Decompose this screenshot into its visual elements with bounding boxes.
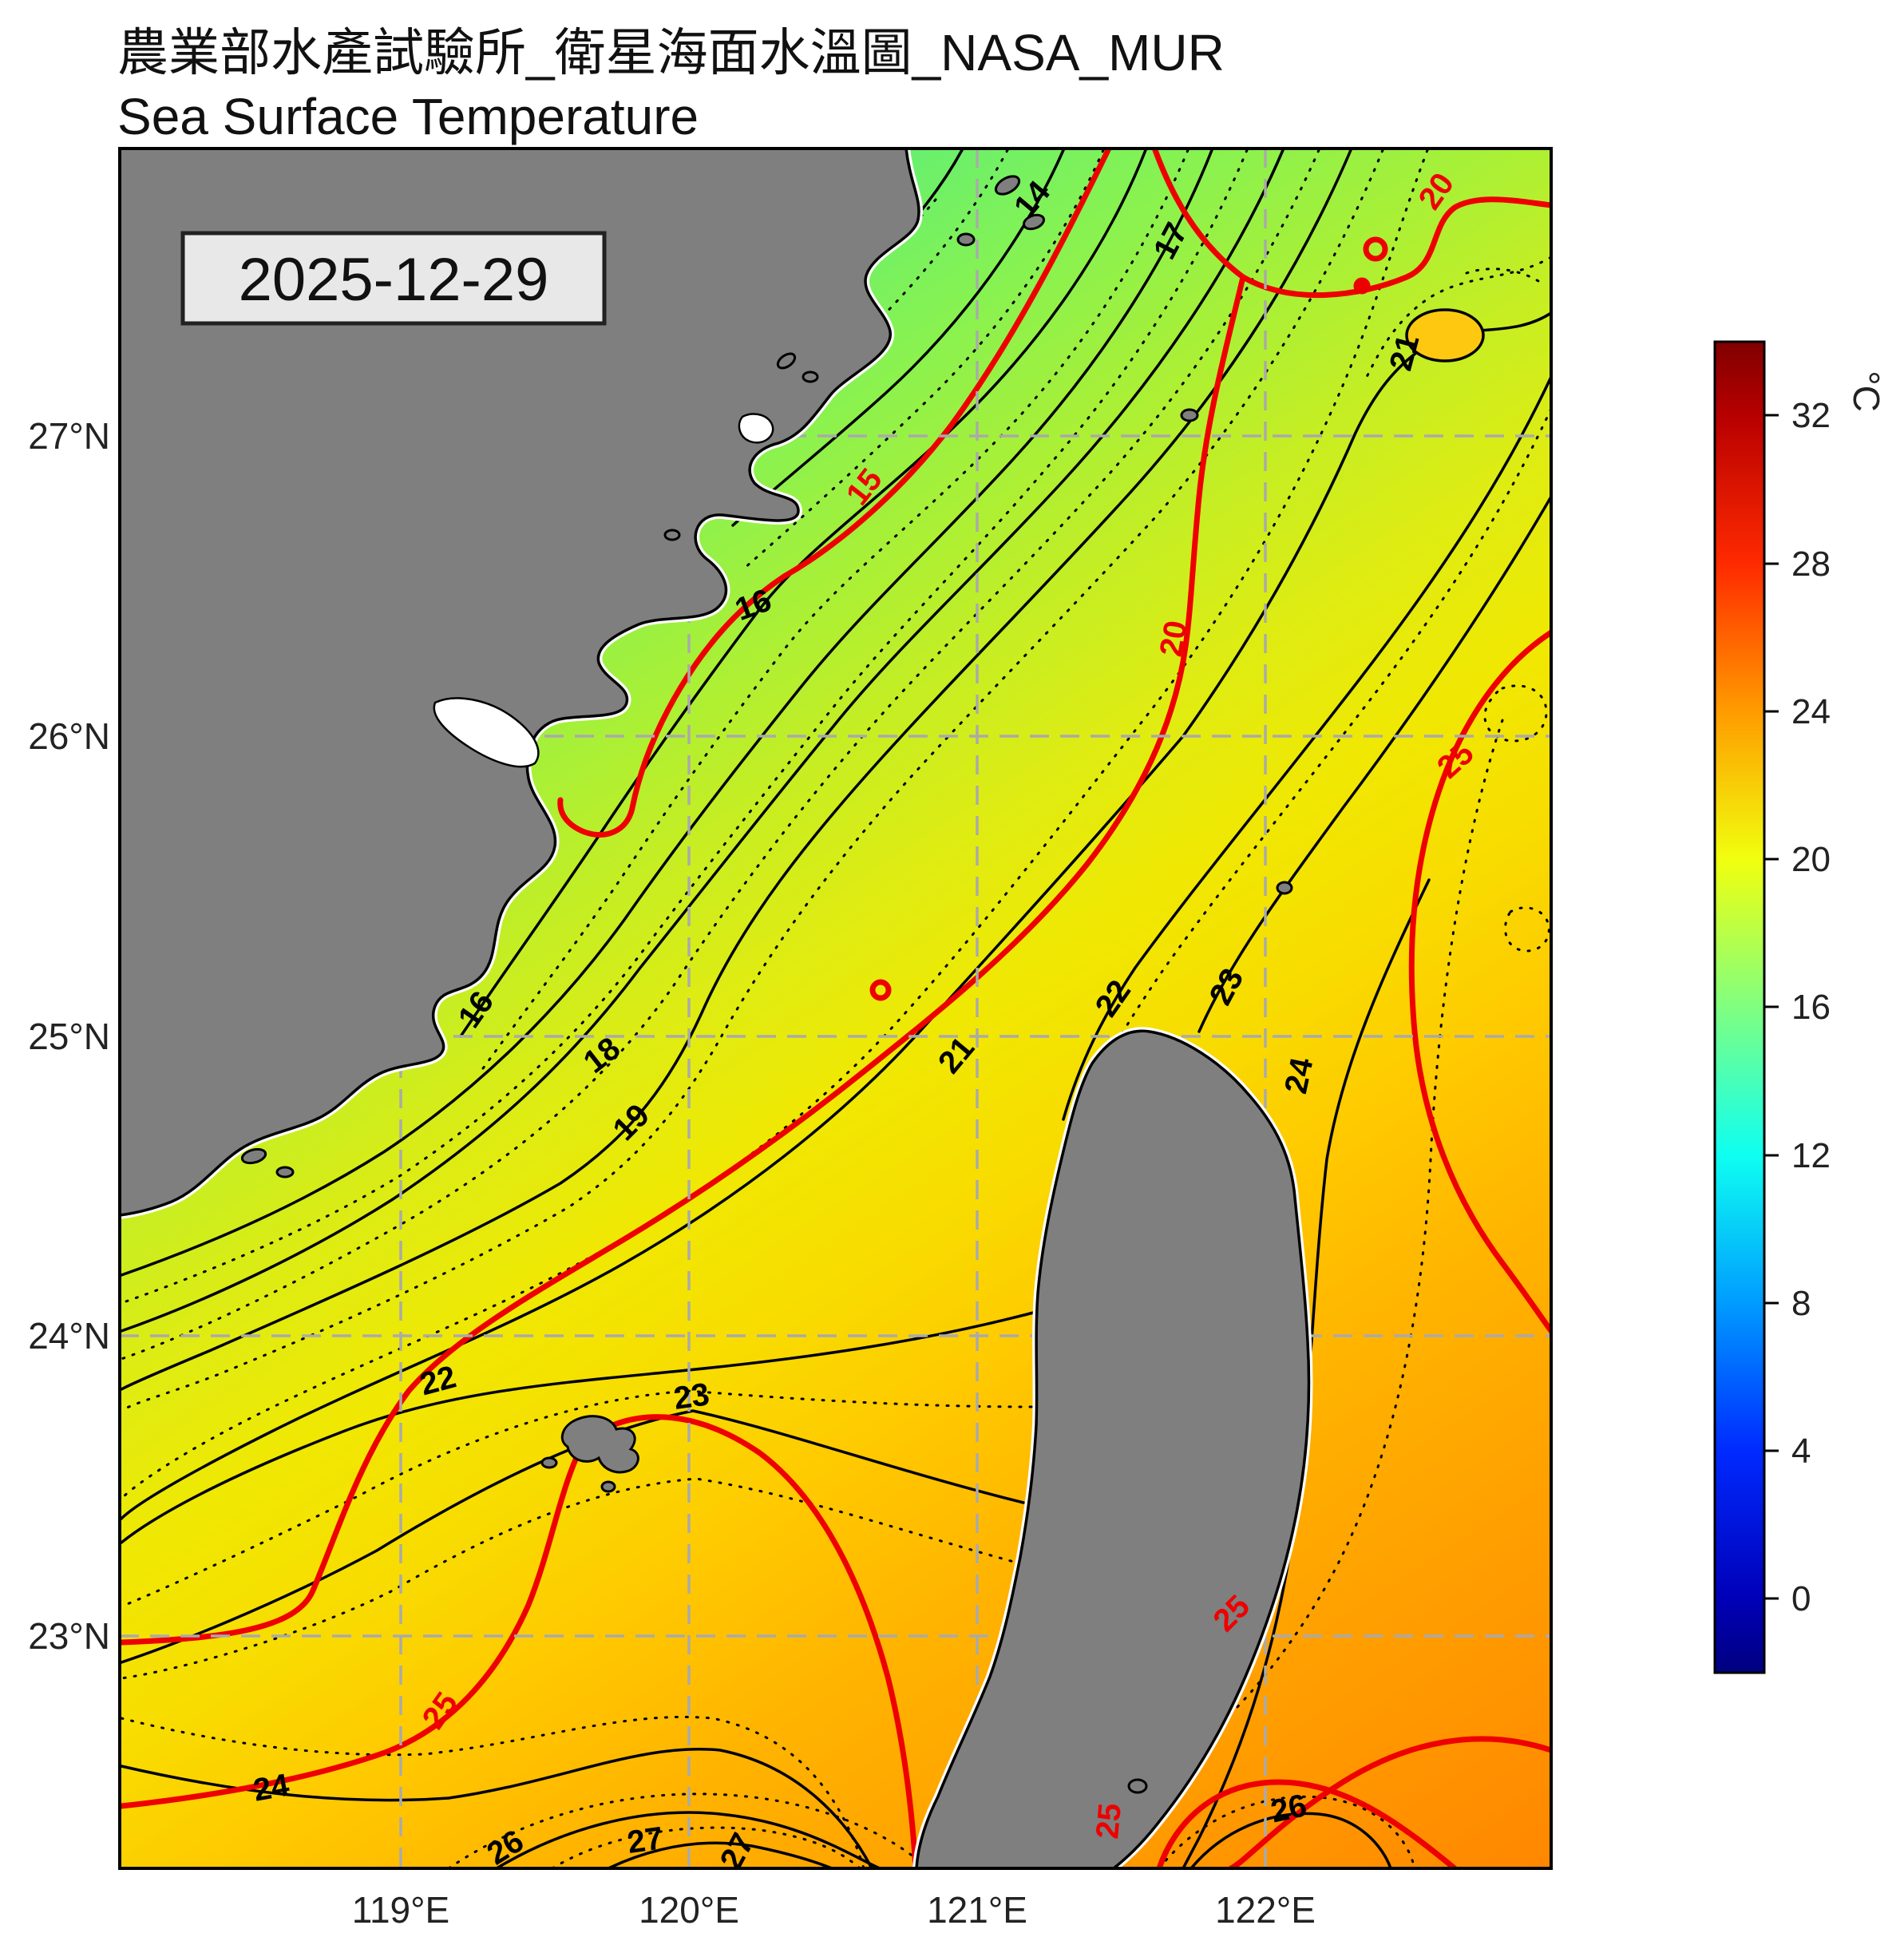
colorbar-tick-label: 12 [1791,1136,1831,1175]
lon-tick-label: 119°E [352,1889,449,1931]
lat-tick-label: 24°N [28,1315,110,1357]
green-island [1127,1778,1148,1794]
offshore-islets [240,175,1293,1178]
figure-subtitle: Sea Surface Temperature [117,88,699,145]
coastal-lagoon [738,413,774,444]
min-river-estuary [433,697,540,768]
lat-tick-label: 25°N [28,1016,110,1057]
isotherm-label-27: 27 [625,1820,665,1860]
colorbar-tick-label: 0 [1791,1579,1811,1618]
lat-tick-label: 26°N [28,715,110,757]
lon-tick-label: 122°E [1215,1889,1316,1931]
isotherm-label-24: 24 [251,1768,292,1808]
date-label: 2025-12-29 [239,246,549,314]
colorbar-tick-label: 28 [1791,545,1831,584]
colorbar-tick-label: 8 [1791,1284,1811,1323]
date-badge: 2025-12-29 [180,231,607,326]
latitude-axis: 27°N 26°N 25°N 24°N 23°N [28,415,110,1657]
colorbar-tick-label: 20 [1791,840,1831,879]
penghu-islands [540,1415,639,1493]
figure-title: 農業部水產試驗所_衛星海面水溫圖_NASA_MUR [117,24,1225,81]
lon-tick-label: 121°E [927,1889,1027,1931]
colorbar-tick-label: 32 [1791,396,1831,435]
china-landmass [120,149,923,1220]
isotherm-label-23: 23 [671,1377,711,1416]
map-frame [118,147,1553,1870]
colorbar-ticks: 32 28 24 20 16 12 8 4 0 [1764,396,1831,1618]
isotherm-label-24: 24 [1278,1054,1320,1096]
lat-tick-label: 27°N [28,415,110,457]
dotted-isotherms [120,149,1551,1868]
isotherm-label-25: 25 [1090,1802,1128,1840]
colorbar: 32 28 24 20 16 12 8 4 0 °C [1713,340,1887,1674]
longitude-axis: 119°E 120°E 121°E 122°E [352,1889,1316,1931]
colorbar-tick-label: 16 [1791,988,1831,1027]
colorbar-unit-label: °C [1846,370,1887,412]
isotherm-label-26: 26 [1268,1788,1310,1829]
taiwan-island [912,1027,1313,1868]
lon-tick-label: 120°E [639,1889,739,1931]
isotherm-label-20: 20 [1154,618,1194,659]
colorbar-tick-label: 24 [1791,692,1831,731]
colorbar-gradient [1713,340,1766,1674]
lat-tick-label: 23°N [28,1615,110,1657]
colorbar-tick-label: 4 [1791,1432,1811,1471]
